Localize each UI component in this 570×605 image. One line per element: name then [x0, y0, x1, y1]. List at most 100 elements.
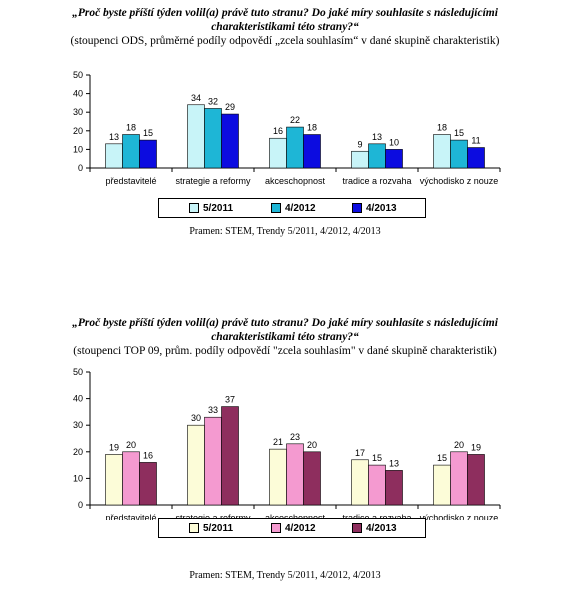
x-tick-label: strategie a reformy	[175, 176, 251, 186]
bar	[269, 137, 287, 169]
data-label: 18	[437, 123, 447, 133]
data-label: 22	[290, 115, 300, 125]
x-tick-label: představitelé	[105, 513, 156, 520]
bar	[368, 143, 386, 169]
x-tick-label: východisko z nouze	[420, 513, 499, 520]
x-tick-label: představitelé	[105, 176, 156, 186]
legend-label: 4/2013	[366, 202, 397, 214]
x-tick-label: tradice a rozvaha	[342, 176, 411, 186]
bar	[368, 464, 386, 506]
chart-source: Pramen: STEM, Trendy 5/2011, 4/2012, 4/2…	[189, 570, 381, 581]
data-label: 29	[225, 102, 235, 112]
legend-swatch	[352, 523, 362, 533]
data-label: 19	[471, 442, 481, 452]
y-tick-label: 20	[73, 447, 83, 457]
chart-legend: 5/2011 4/2012 4/2013	[158, 518, 426, 538]
bar	[286, 126, 304, 169]
chart-title-line2: charakteristikami této strany?“	[211, 331, 359, 343]
bar	[105, 454, 123, 506]
x-tick-label: strategie a reformy	[175, 513, 251, 520]
data-label: 13	[109, 132, 119, 142]
legend-swatch	[271, 523, 281, 533]
legend-swatch	[189, 523, 199, 533]
bar	[385, 149, 403, 169]
data-label: 18	[307, 123, 317, 133]
bar	[187, 104, 205, 169]
data-label: 11	[471, 136, 480, 146]
data-label: 15	[437, 453, 447, 463]
x-tick-label: tradice a rozvaha	[342, 513, 411, 520]
bar	[303, 451, 321, 506]
bar	[351, 459, 369, 506]
x-tick-label: akceschopnost	[265, 513, 326, 520]
chart-legend: 5/2011 4/2012 4/2013	[158, 198, 426, 218]
bar	[467, 454, 485, 506]
data-label: 10	[389, 137, 399, 147]
y-tick-label: 10	[73, 144, 83, 154]
y-tick-label: 50	[73, 70, 83, 80]
legend-item-4-2013: 4/2013	[352, 202, 397, 214]
legend-label: 5/2011	[203, 202, 234, 214]
y-tick-label: 30	[73, 420, 83, 430]
legend-label: 5/2011	[203, 522, 234, 534]
bar	[433, 464, 451, 506]
legend-label: 4/2012	[285, 522, 316, 534]
data-label: 13	[372, 132, 382, 142]
data-label: 16	[143, 450, 153, 460]
bar	[351, 150, 369, 169]
bar	[204, 416, 222, 506]
bar	[269, 448, 287, 506]
x-tick-label: východisko z nouze	[420, 176, 499, 186]
bar	[105, 143, 123, 169]
bar	[221, 406, 239, 506]
chart-title-line2: charakteristikami této strany?“	[211, 21, 359, 33]
y-tick-label: 50	[73, 367, 83, 377]
chart-subtitle: (stoupenci ODS, průměrné podíly odpovědí…	[70, 35, 500, 47]
data-label: 20	[126, 440, 136, 450]
bar	[303, 134, 321, 169]
bar	[467, 147, 485, 169]
x-tick-label: akceschopnost	[265, 176, 326, 186]
data-label: 9	[357, 139, 362, 149]
bar	[204, 108, 222, 169]
data-label: 23	[290, 432, 300, 442]
legend-item-5-2011: 5/2011	[189, 202, 233, 214]
chart-subtitle: (stoupenci TOP 09, prům. podíly odpovědí…	[73, 345, 497, 357]
bar	[450, 451, 468, 506]
legend-swatch	[271, 203, 281, 213]
data-label: 15	[143, 128, 153, 138]
data-label: 15	[372, 453, 382, 463]
data-label: 20	[307, 440, 317, 450]
legend-item-5-2011: 5/2011	[189, 522, 233, 534]
data-label: 20	[454, 440, 464, 450]
bar	[385, 470, 403, 506]
bar	[139, 139, 157, 169]
legend-label: 4/2013	[366, 522, 397, 534]
data-label: 32	[208, 96, 218, 106]
legend-swatch	[189, 203, 199, 213]
data-label: 21	[273, 437, 283, 447]
legend-item-4-2013: 4/2013	[352, 522, 397, 534]
legend-item-4-2012: 4/2012	[271, 522, 316, 534]
bar	[450, 139, 468, 169]
legend-label: 4/2012	[285, 202, 316, 214]
bar-chart-top09: 0 10 20 30 40 50 19 20 16 představitelé 30 33 37 stra…	[73, 367, 501, 520]
y-tick-label: 20	[73, 126, 83, 136]
legend-item-4-2012: 4/2012	[271, 202, 316, 214]
bar	[221, 113, 239, 169]
data-label: 37	[225, 395, 235, 405]
y-tick-label: 40	[73, 394, 83, 404]
y-tick-label: 0	[78, 500, 83, 510]
bar	[187, 424, 205, 506]
data-label: 13	[389, 458, 399, 468]
data-label: 15	[454, 128, 464, 138]
bar	[286, 443, 304, 506]
data-label: 34	[191, 93, 201, 103]
data-label: 18	[126, 123, 136, 133]
bar	[122, 451, 140, 506]
bar	[433, 134, 451, 169]
data-label: 17	[355, 448, 365, 458]
data-label: 19	[109, 442, 119, 452]
chart-title-line1: „Proč byste příští týden volil(a) právě …	[72, 317, 498, 329]
y-tick-label: 10	[73, 473, 83, 483]
